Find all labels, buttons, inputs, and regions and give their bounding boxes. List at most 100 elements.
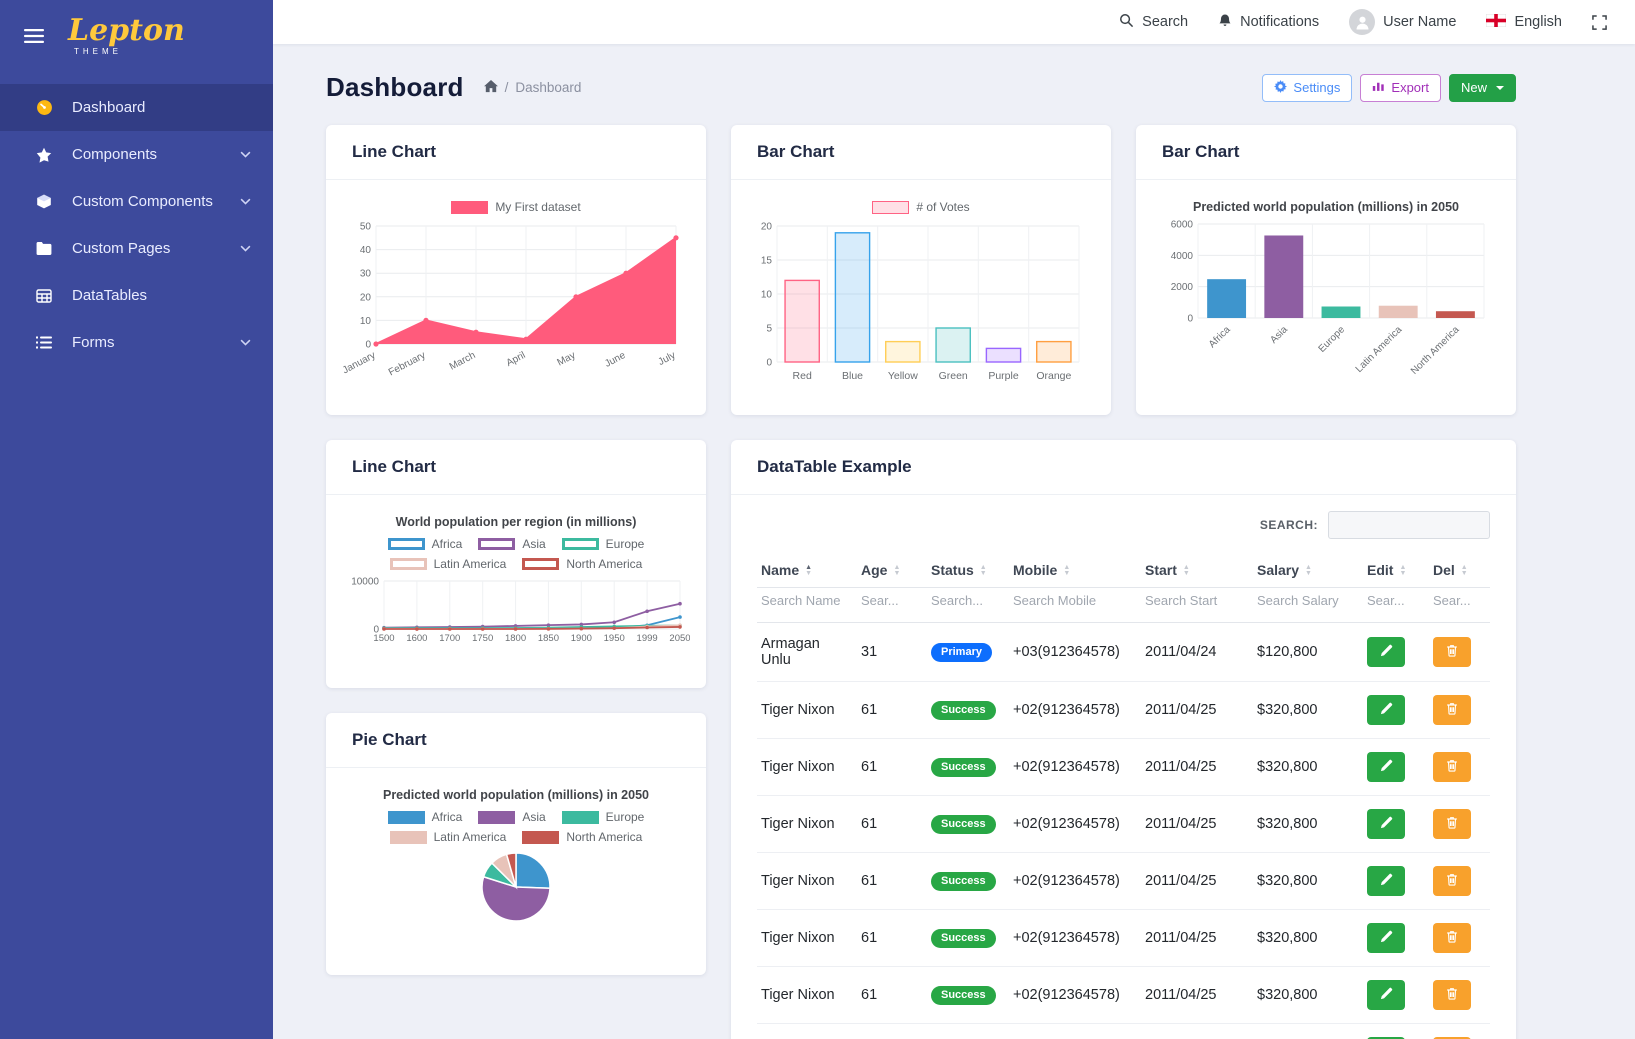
avatar: [1349, 9, 1376, 35]
status-badge: Success: [931, 871, 996, 891]
filter-input-start[interactable]: [1145, 593, 1243, 608]
notifications-button[interactable]: Notifications: [1218, 13, 1319, 32]
language-selector[interactable]: English: [1485, 13, 1562, 31]
sort-icon[interactable]: ▲ ▼: [979, 564, 987, 578]
sidebar-item-datatables[interactable]: DataTables: [0, 272, 273, 319]
cell-edit: [1363, 852, 1429, 910]
delete-button[interactable]: [1433, 923, 1471, 953]
filter-input-name[interactable]: [761, 593, 848, 608]
edit-button[interactable]: [1367, 923, 1405, 953]
edit-button[interactable]: [1367, 752, 1405, 782]
menu-toggle-icon[interactable]: [24, 29, 44, 43]
legend-item[interactable]: Latin America: [389, 830, 506, 844]
export-button[interactable]: Export: [1360, 73, 1441, 102]
legend-item[interactable]: North America: [522, 557, 642, 571]
filter-input-salary[interactable]: [1257, 593, 1353, 608]
edit-button[interactable]: [1367, 637, 1405, 667]
sidebar-item-dashboard[interactable]: Dashboard: [0, 84, 273, 131]
sidebar-item-label: Components: [72, 146, 158, 163]
sidebar-item-components[interactable]: Components: [0, 131, 273, 178]
column-header-salary[interactable]: Salary ▲ ▼: [1253, 553, 1363, 588]
cell-salary: $320,800: [1253, 681, 1363, 739]
edit-button[interactable]: [1367, 866, 1405, 896]
svg-text:15: 15: [761, 256, 773, 267]
bell-icon: [1218, 13, 1232, 32]
edit-button[interactable]: [1367, 980, 1405, 1010]
chart-legend: Africa Asia Europe Latin America North Ameri…: [342, 810, 690, 844]
new-button[interactable]: New: [1448, 73, 1516, 102]
delete-button[interactable]: [1433, 866, 1471, 896]
breadcrumb-current: Dashboard: [515, 80, 582, 95]
column-header-name[interactable]: Name ▲ ▼: [757, 553, 857, 588]
column-header-edit[interactable]: Edit ▲ ▼: [1363, 553, 1429, 588]
svg-text:Blue: Blue: [842, 370, 863, 382]
home-icon[interactable]: [483, 79, 498, 96]
column-header-start[interactable]: Start ▲ ▼: [1141, 553, 1253, 588]
legend-item[interactable]: Africa: [387, 537, 462, 551]
trash-icon: [1445, 758, 1459, 776]
card-title: Bar Chart: [757, 142, 835, 161]
cell-age: 61: [857, 795, 927, 853]
status-badge: Success: [931, 928, 996, 948]
settings-button[interactable]: Settings: [1262, 73, 1353, 102]
column-header-age[interactable]: Age ▲ ▼: [857, 553, 927, 588]
column-header-mobile[interactable]: Mobile ▲ ▼: [1009, 553, 1141, 588]
sidebar-item-custom-components[interactable]: Custom Components: [0, 178, 273, 225]
delete-button[interactable]: [1433, 637, 1471, 667]
legend-item[interactable]: Europe: [561, 810, 644, 824]
legend-item[interactable]: # of Votes: [872, 200, 970, 214]
filter-input-status[interactable]: [931, 593, 1001, 608]
search-icon: [1119, 13, 1134, 32]
svg-text:January: January: [342, 350, 377, 376]
legend-item[interactable]: Latin America: [389, 557, 507, 571]
column-header-status[interactable]: Status ▲ ▼: [927, 553, 1009, 588]
filter-input-mobile[interactable]: [1013, 593, 1130, 608]
delete-button[interactable]: [1433, 1037, 1471, 1039]
legend-item[interactable]: Europe: [561, 537, 644, 551]
legend-item[interactable]: Asia: [478, 810, 546, 824]
sort-icon[interactable]: ▲ ▼: [805, 564, 813, 578]
sort-icon[interactable]: ▲ ▼: [893, 564, 901, 578]
edit-button[interactable]: [1367, 809, 1405, 839]
svg-text:10: 10: [360, 316, 372, 327]
cell-mobile: +02(912364578): [1009, 681, 1141, 739]
edit-button[interactable]: [1367, 1037, 1405, 1039]
svg-text:0: 0: [1187, 314, 1193, 325]
sidebar-header: Lepton THEME: [0, 0, 273, 66]
datatable-search-input[interactable]: [1328, 511, 1490, 539]
legend-label: Latin America: [433, 557, 507, 571]
cell-edit: [1363, 909, 1429, 967]
svg-text:1750: 1750: [472, 633, 493, 644]
bar-chart: # of Votes 0 5 10 15 20 Red Blue Yellow Green Purp…: [747, 200, 1095, 390]
legend-item[interactable]: My First dataset: [451, 200, 581, 214]
filter-input-edit[interactable]: [1367, 593, 1422, 608]
pencil-icon: [1379, 759, 1393, 776]
sidebar-item-forms[interactable]: Forms: [0, 319, 273, 366]
delete-button[interactable]: [1433, 980, 1471, 1010]
filter-input-age[interactable]: [861, 593, 920, 608]
legend-item[interactable]: Asia: [478, 537, 546, 551]
svg-text:June: June: [603, 350, 628, 370]
sort-icon[interactable]: ▲ ▼: [1063, 564, 1071, 578]
sort-icon[interactable]: ▲ ▼: [1182, 564, 1190, 578]
legend-item[interactable]: Africa: [387, 810, 462, 824]
edit-button[interactable]: [1367, 695, 1405, 725]
user-menu[interactable]: User Name: [1349, 9, 1456, 35]
app-logo[interactable]: Lepton THEME: [68, 16, 185, 57]
sidebar-item-custom-pages[interactable]: Custom Pages: [0, 225, 273, 272]
column-label: Salary: [1257, 562, 1300, 578]
fullscreen-button[interactable]: [1592, 14, 1607, 30]
cell-age: 61: [857, 852, 927, 910]
delete-button[interactable]: [1433, 809, 1471, 839]
column-header-del[interactable]: Del ▲ ▼: [1429, 553, 1490, 588]
legend-item[interactable]: North America: [522, 830, 642, 844]
delete-button[interactable]: [1433, 752, 1471, 782]
sort-icon[interactable]: ▲ ▼: [1305, 564, 1312, 578]
delete-button[interactable]: [1433, 695, 1471, 725]
search-button[interactable]: Search: [1119, 13, 1188, 32]
sort-icon[interactable]: ▲ ▼: [1460, 564, 1468, 578]
cell-name: Tiger Nixon: [757, 966, 857, 1024]
sort-icon[interactable]: ▲ ▼: [1399, 564, 1407, 578]
filter-input-del[interactable]: [1433, 593, 1483, 608]
